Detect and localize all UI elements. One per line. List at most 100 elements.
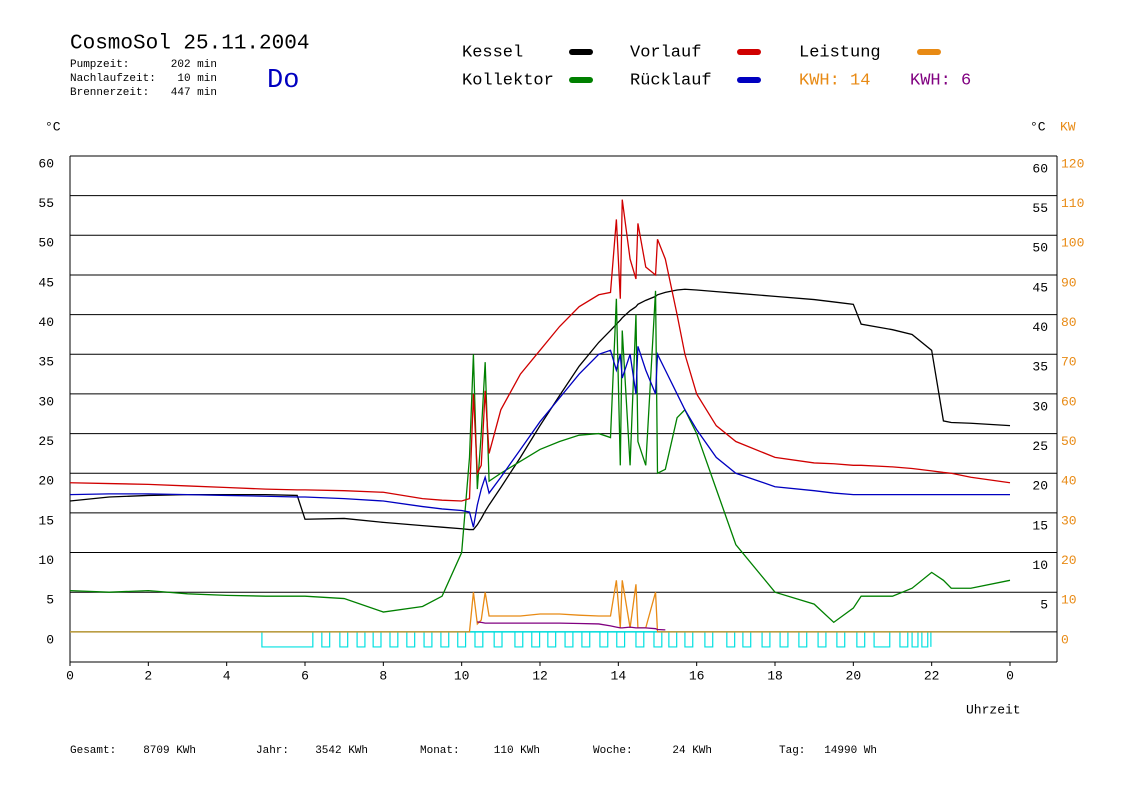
y-tick-label-right: 45	[1032, 280, 1048, 295]
y-tick-label-right: 5	[1040, 598, 1048, 613]
x-tick-label: 20	[846, 668, 862, 683]
x-tick-label: 2	[144, 668, 152, 683]
x-tick-label: 0	[1006, 668, 1014, 683]
y-tick-label-right: 15	[1032, 518, 1048, 533]
footer-label: Woche:	[593, 745, 633, 757]
y-tick-label: 25	[38, 434, 54, 449]
pump-pulse	[457, 631, 467, 648]
x-tick-label: 16	[689, 668, 705, 683]
pump-pulse	[911, 631, 919, 648]
y2-tick-label: 70	[1061, 355, 1077, 370]
pump-pulse	[564, 631, 574, 648]
x-tick-label: 4	[223, 668, 231, 683]
y2-tick-label: 90	[1061, 275, 1077, 290]
pump-pulse	[321, 631, 331, 648]
y-tick-label: 60	[38, 156, 54, 171]
series-line	[69, 288, 1011, 531]
pump-pulse	[726, 631, 736, 648]
series-line	[69, 290, 1011, 624]
y-tick-label: 55	[38, 196, 54, 211]
x-tick-label: 0	[66, 668, 74, 683]
pump-pulse	[440, 631, 450, 648]
pump-pulse	[581, 631, 591, 648]
y-tick-label: 0	[46, 632, 54, 647]
series-line	[477, 621, 666, 631]
pump-pulse	[856, 631, 866, 648]
footer-value: 14990 Wh	[824, 745, 877, 757]
footer-value: 110 KWh	[494, 745, 540, 757]
legend-label: Kessel	[462, 43, 523, 62]
footer-value: 8709 KWh	[143, 745, 196, 757]
footer-label: Gesamt:	[70, 745, 116, 757]
series-line	[69, 346, 1010, 528]
x-tick-label: 22	[924, 668, 940, 683]
pump-pulse	[899, 631, 909, 648]
footer-value: 3542 KWh	[315, 745, 368, 757]
pump-pulse	[261, 631, 314, 648]
y-tick-label: 30	[38, 394, 54, 409]
pump-pulse	[704, 631, 714, 648]
x-tick-label: 6	[301, 668, 309, 683]
y2-axis-unit: °C	[1030, 119, 1046, 134]
x-tick-label: 10	[454, 668, 470, 683]
info-label: Nachlaufzeit:	[70, 73, 156, 85]
y2-tick-label: 110	[1061, 196, 1084, 211]
info-value: 202 min	[171, 59, 217, 71]
x-axis-label: Uhrzeit	[966, 702, 1021, 717]
y-tick-label: 45	[38, 275, 54, 290]
y2-tick-label: 120	[1061, 156, 1084, 171]
y2-tick-label: 100	[1061, 236, 1084, 251]
pump-pulse	[761, 631, 771, 648]
y2-tick-label: 10	[1061, 593, 1077, 608]
y-tick-label-right: 20	[1032, 479, 1048, 494]
y2-tick-label: 60	[1061, 394, 1077, 409]
pump-pulse	[547, 631, 557, 648]
legend-label: Leistung	[799, 43, 881, 62]
x-tick-label: 8	[379, 668, 387, 683]
pump-pulse	[668, 631, 678, 648]
y2-axis-label: KW	[1060, 119, 1076, 134]
pump-pulse	[423, 631, 433, 648]
series-line	[69, 199, 1011, 502]
pump-pulse	[653, 631, 663, 648]
pump-pulse	[599, 631, 609, 648]
y-tick-label-right: 30	[1032, 399, 1048, 414]
pump-pulse	[493, 631, 503, 648]
y2-tick-label: 80	[1061, 315, 1077, 330]
y-tick-label-right: 60	[1032, 161, 1048, 176]
pump-pulse	[406, 631, 416, 648]
pump-pulse	[921, 631, 929, 648]
footer-label: Monat:	[420, 745, 460, 757]
footer-value: 24 KWh	[672, 745, 712, 757]
legend-label: Kollektor	[462, 71, 554, 90]
pump-pulse	[339, 631, 349, 648]
info-label: Pumpzeit:	[70, 59, 129, 71]
pump-pulse	[514, 631, 524, 648]
legend-label: Rücklauf	[630, 71, 712, 90]
x-tick-label: 12	[532, 668, 548, 683]
y2-tick-label: 30	[1061, 513, 1077, 528]
y-tick-label: 15	[38, 513, 54, 528]
footer-label: Jahr:	[256, 745, 289, 757]
energy-label: KWH: 6	[910, 71, 971, 90]
pump-pulse	[356, 631, 366, 648]
pump-pulse	[531, 631, 541, 648]
y-tick-label: 40	[38, 315, 54, 330]
y2-tick-label: 20	[1061, 553, 1077, 568]
pump-pulse	[684, 631, 694, 648]
y-tick-label: 35	[38, 355, 54, 370]
pump-pulse	[779, 631, 789, 648]
footer-label: Tag:	[779, 745, 805, 757]
info-value: 447 min	[171, 87, 217, 99]
x-tick-label: 18	[767, 668, 783, 683]
pump-pulse	[372, 631, 382, 648]
pump-pulse	[742, 631, 752, 648]
y-tick-label-right: 50	[1032, 241, 1048, 256]
y-tick-label-right: 40	[1032, 320, 1048, 335]
info-label: Brennerzeit:	[70, 87, 149, 99]
series-line	[70, 580, 1010, 633]
pump-pulse	[873, 631, 891, 648]
pump-pulse	[389, 631, 399, 648]
